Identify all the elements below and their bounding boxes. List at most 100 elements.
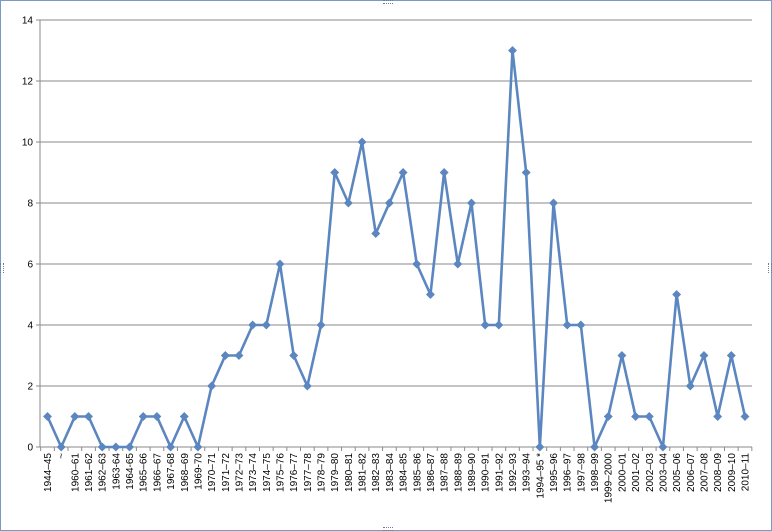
data-point	[685, 381, 695, 391]
data-point	[357, 137, 367, 147]
x-tick-label: 1944–45	[43, 453, 54, 492]
x-tick-label: 1968–69	[180, 453, 191, 492]
x-tick-label: 1983–84	[385, 453, 396, 492]
data-point	[631, 411, 641, 422]
x-tick-label: 1994–95 *	[535, 453, 546, 499]
x-tick-label: 1963-64	[111, 453, 122, 490]
data-point	[439, 167, 449, 178]
data-point	[193, 442, 203, 452]
data-point	[384, 198, 394, 208]
x-tick-label: 1969-70	[193, 453, 204, 490]
x-tick-label: 1967-68	[166, 453, 177, 490]
x-tick-label: 2003–04	[658, 453, 669, 492]
y-tick-label: 4	[27, 321, 33, 332]
x-tick-label: 1974–75	[262, 453, 273, 492]
data-point	[220, 350, 230, 361]
data-point	[658, 442, 668, 452]
x-tick-label: 1971–72	[221, 453, 232, 492]
data-point	[289, 350, 299, 361]
x-tick-label: 1991–92	[494, 453, 505, 492]
series-line	[46, 49, 747, 449]
x-tick-label: 2005–06	[672, 453, 683, 492]
x-tick-label: 1978–79	[317, 453, 328, 492]
x-tick-label: 1990–91	[481, 453, 492, 492]
x-tick-label: 1986–87	[426, 453, 437, 492]
x-tick-label: 1962–63	[98, 453, 109, 492]
data-point	[398, 167, 408, 178]
data-point	[726, 350, 736, 361]
y-tick-label: 10	[22, 138, 34, 149]
resize-handle-left[interactable]	[0, 263, 4, 273]
data-point	[56, 442, 66, 452]
x-tick-label: 1980–81	[344, 453, 355, 492]
x-tick-label: 2009–10	[727, 453, 738, 492]
x-tick-label: 1995–96	[549, 453, 560, 492]
x-tick-label: 1966–67	[152, 453, 163, 492]
x-tick-label: 1976–77	[289, 453, 300, 492]
y-tick-label: 14	[22, 16, 34, 27]
data-point	[453, 259, 463, 269]
x-tick-label: 1998–99	[590, 453, 601, 492]
x-tick-label: 1985–86	[412, 453, 423, 492]
x-tick-label: 2008–09	[713, 453, 724, 492]
resize-handle-top[interactable]	[383, 0, 393, 4]
x-tick-label: 1996–97	[563, 453, 574, 492]
y-axis-ticks: 0 2 4 6 8 10 12 14	[22, 16, 40, 454]
data-point	[466, 198, 477, 208]
x-tick-label: 2010–11	[741, 453, 752, 492]
data-point	[111, 442, 121, 452]
x-tick-label: 1987–88	[440, 453, 451, 492]
data-point	[166, 442, 176, 452]
data-point	[125, 442, 135, 452]
data-point	[672, 289, 682, 300]
x-tick-label: 1970–71	[207, 453, 218, 492]
data-point	[248, 320, 258, 330]
x-tick-label: ~	[57, 453, 68, 459]
data-point	[644, 411, 654, 422]
data-point	[343, 198, 353, 208]
data-point	[713, 411, 723, 422]
data-point	[207, 381, 217, 391]
y-tick-label: 0	[27, 443, 33, 454]
x-tick-label: 1981–82	[358, 453, 369, 492]
series	[42, 45, 750, 452]
x-tick-label: 1982–83	[371, 453, 382, 492]
y-tick-label: 12	[22, 77, 34, 88]
x-tick-label: 1999–2000	[604, 453, 615, 503]
data-point	[548, 198, 559, 208]
data-point	[70, 411, 80, 422]
x-tick-label: 1960–61	[70, 453, 81, 492]
x-tick-label: 2000–01	[617, 453, 628, 492]
x-tick-label: 1964-65	[125, 453, 136, 490]
data-point	[42, 411, 53, 422]
data-point	[330, 167, 340, 178]
data-point	[590, 442, 600, 452]
axes	[39, 20, 752, 448]
x-tick-label: 1979–80	[330, 453, 341, 492]
data-point	[480, 320, 490, 330]
data-point	[179, 411, 189, 422]
data-point	[83, 411, 94, 422]
x-tick-label: 1977–78	[303, 453, 314, 492]
data-point	[275, 259, 285, 269]
data-point	[699, 350, 709, 361]
data-point	[371, 228, 381, 239]
x-tick-label: 2006–07	[686, 453, 697, 492]
x-tick-label: 1988–89	[453, 453, 464, 492]
data-point	[97, 442, 107, 452]
data-point	[261, 320, 271, 330]
x-tick-label: 2001–02	[631, 453, 642, 492]
gridlines	[40, 19, 752, 387]
x-tick-label: 1989–90	[467, 453, 478, 492]
data-point	[494, 320, 504, 330]
data-point	[234, 350, 244, 361]
data-point	[425, 289, 435, 300]
x-tick-label: 1965–66	[139, 453, 150, 492]
x-tick-label: 1997–98	[576, 453, 587, 492]
data-point	[603, 411, 613, 422]
y-tick-label: 2	[27, 382, 33, 393]
data-point	[152, 411, 162, 422]
data-point	[316, 320, 326, 330]
